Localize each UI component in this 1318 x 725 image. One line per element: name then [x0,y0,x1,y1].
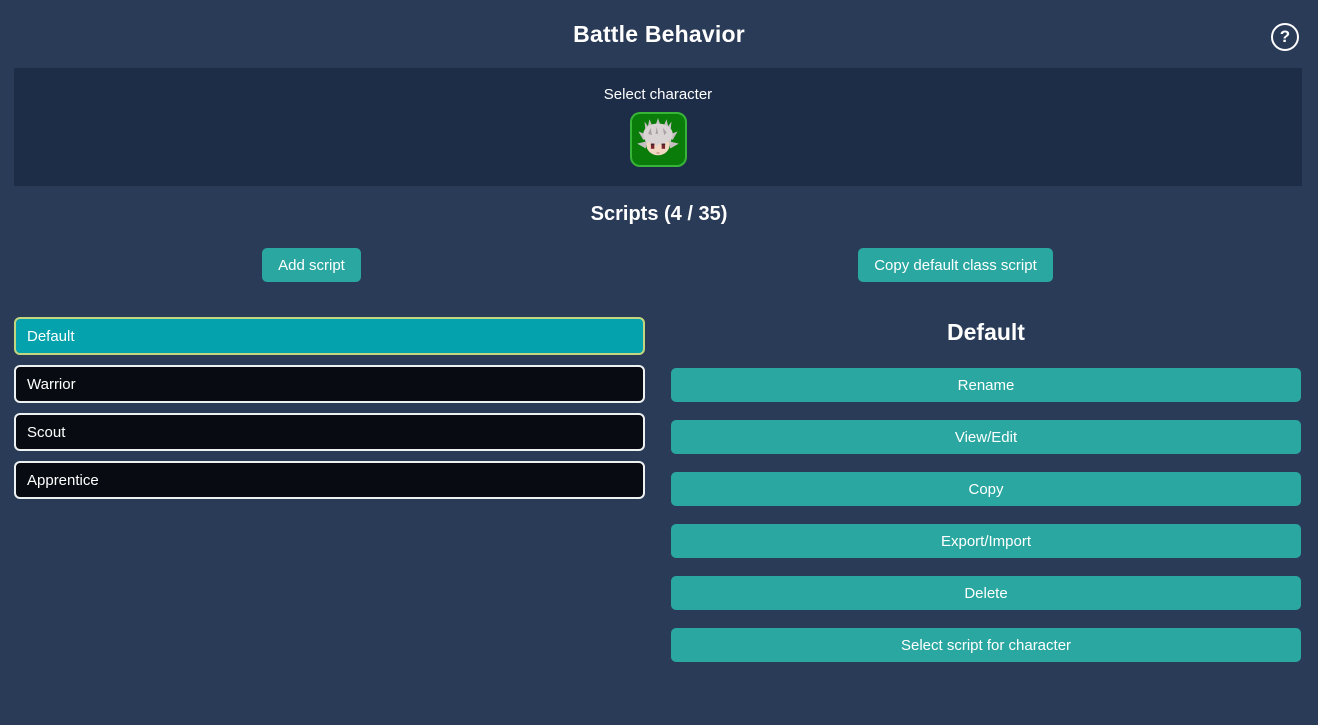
selected-script-title: Default [947,319,1025,345]
script-list-item-label: Default [27,327,75,345]
page-title: Battle Behavior [573,20,745,47]
character-portrait-icon [637,117,679,155]
actions-right: Copy default class script [659,248,1318,282]
help-button[interactable]: ? [1271,23,1299,51]
rename-button[interactable]: Rename [671,368,1301,402]
script-detail-panel: Default Rename View/Edit Copy Export/Import… [671,317,1301,680]
script-list-item-label: Apprentice [27,471,99,489]
script-list-item[interactable]: Apprentice [14,461,645,499]
script-list-item-label: Warrior [27,375,76,393]
scripts-heading: Scripts (4 / 35) [590,203,728,225]
actions-row: Add script Copy default class script [0,248,1318,282]
delete-button[interactable]: Delete [671,576,1301,610]
select-character-label: Select character [603,86,713,103]
view-edit-button[interactable]: View/Edit [671,420,1301,454]
script-list-item[interactable]: Warrior [14,365,645,403]
export-import-button[interactable]: Export/Import [671,524,1301,558]
question-mark-icon: ? [1279,27,1291,46]
main-content: Default Warrior Scout Apprentice Default Re… [0,317,1318,680]
select-script-for-character-button[interactable]: Select script for character [671,628,1301,662]
select-character-section: Select character [14,68,1302,186]
actions-left: Add script [0,248,659,282]
script-list-item[interactable]: Default [14,317,645,355]
add-script-button[interactable]: Add script [262,248,361,282]
copy-button[interactable]: Copy [671,472,1301,506]
script-list-item-label: Scout [27,423,66,441]
copy-default-class-script-button[interactable]: Copy default class script [858,248,1053,282]
script-list-item[interactable]: Scout [14,413,645,451]
script-list: Default Warrior Scout Apprentice [14,317,645,680]
character-portrait-button[interactable] [629,112,687,167]
detail-buttons: Rename View/Edit Copy Export/Import Delete Se… [671,368,1301,662]
header: Battle Behavior ? [0,0,1318,68]
